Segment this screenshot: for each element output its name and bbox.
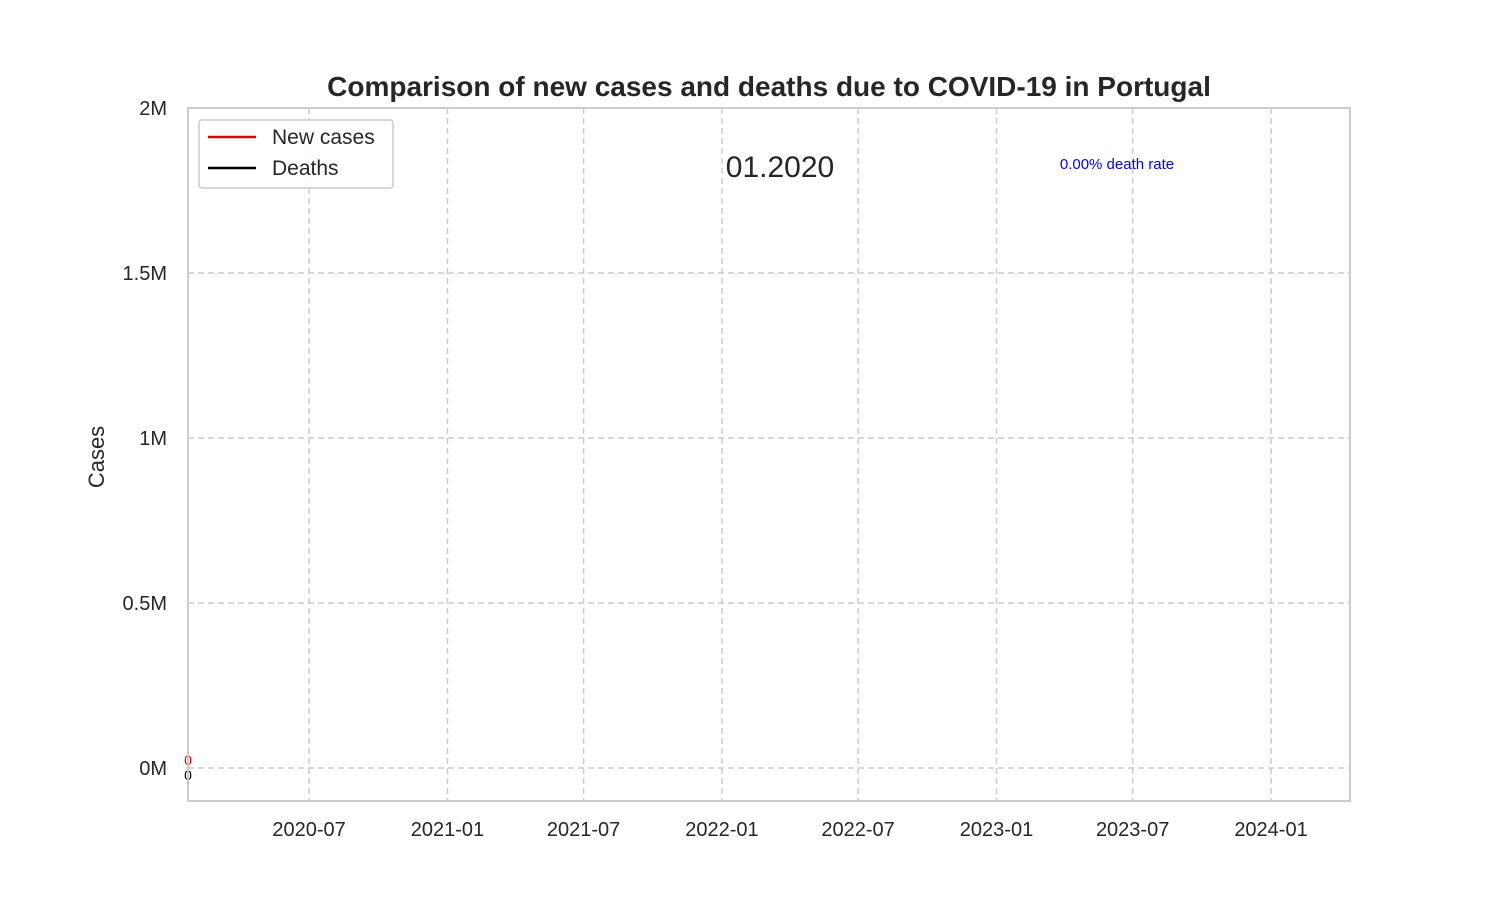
x-tick-label: 2021-07	[547, 819, 620, 841]
x-tick-label: 2022-07	[821, 819, 894, 841]
chart-title: Comparison of new cases and deaths due t…	[327, 71, 1211, 102]
y-axis-label: Cases	[84, 426, 109, 488]
legend-label: New cases	[272, 126, 375, 149]
x-tick-label: 2024-01	[1234, 819, 1307, 841]
date-annotation: 01.2020	[726, 151, 834, 184]
x-tick-label: 2020-07	[272, 819, 345, 841]
x-tick-label: 2022-01	[685, 819, 758, 841]
y-axis-ticks: 0M 0.5M 1M 1.5M 2M	[123, 98, 167, 780]
y-tick-label: 1M	[139, 428, 167, 450]
x-tick-label: 2023-07	[1096, 819, 1169, 841]
x-tick-label: 2021-01	[411, 819, 484, 841]
y-tick-label: 0.5M	[123, 593, 167, 615]
x-axis-ticks: 2020-07 2021-01 2021-07 2022-01 2022-07 2023-…	[272, 819, 1307, 841]
x-tick-label: 2023-01	[960, 819, 1033, 841]
y-tick-label: 1.5M	[123, 263, 167, 285]
legend-label: Deaths	[272, 157, 339, 180]
plot-frame	[187, 107, 1351, 802]
legend: New cases Deaths	[198, 119, 394, 189]
y-tick-label: 2M	[139, 98, 167, 120]
y-tick-label: 0M	[139, 758, 167, 780]
death-rate-annotation: 0.00% death rate	[1060, 156, 1174, 173]
